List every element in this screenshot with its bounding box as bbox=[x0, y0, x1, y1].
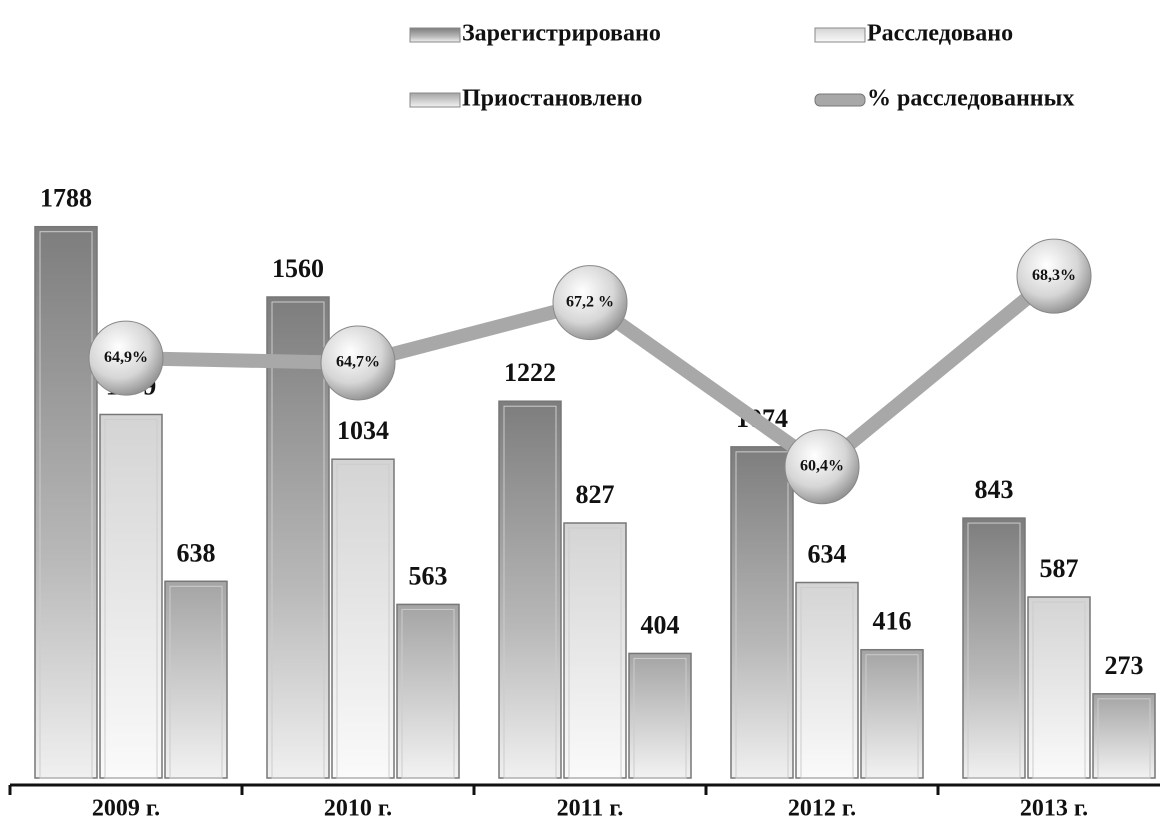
bar-inner bbox=[271, 301, 325, 779]
data-label: 60,4% bbox=[800, 457, 844, 474]
line-marker bbox=[552, 265, 628, 341]
data-label: 1222 bbox=[504, 358, 556, 387]
bar bbox=[266, 296, 330, 779]
bar bbox=[1027, 596, 1091, 779]
data-label: 273 bbox=[1105, 651, 1144, 680]
data-label: 416 bbox=[873, 607, 912, 636]
bar bbox=[962, 517, 1026, 779]
data-label: 827 bbox=[576, 480, 615, 509]
data-label: 64,9% bbox=[104, 349, 148, 366]
bar bbox=[795, 581, 859, 779]
legend-swatch bbox=[409, 27, 461, 43]
legend-label: % расследованных bbox=[867, 86, 1074, 112]
data-label: 1788 bbox=[40, 184, 92, 213]
data-label: 68,3% bbox=[1032, 267, 1076, 284]
legend-label: Приостановлено bbox=[462, 86, 642, 112]
legend-swatch bbox=[814, 93, 866, 107]
data-label: 638 bbox=[177, 538, 216, 567]
bar-inner bbox=[39, 231, 93, 779]
line-marker bbox=[784, 429, 860, 505]
x-tick-label: 2012 г. bbox=[788, 796, 856, 822]
bar bbox=[34, 225, 98, 779]
line-marker bbox=[1016, 238, 1092, 314]
bar-inner bbox=[1032, 601, 1086, 779]
bar-inner bbox=[800, 587, 854, 779]
bar bbox=[730, 446, 794, 779]
bar-inner bbox=[735, 451, 789, 779]
data-label: 1560 bbox=[272, 254, 324, 283]
bar bbox=[628, 652, 692, 779]
x-tick-label: 2010 г. bbox=[324, 796, 392, 822]
bar-inner bbox=[568, 527, 622, 779]
bar-inner bbox=[336, 463, 390, 779]
legend-label: Зарегистрировано bbox=[462, 21, 661, 47]
data-label: 67,2 % bbox=[566, 293, 614, 310]
bar-inner bbox=[865, 654, 919, 779]
bar-inner bbox=[633, 657, 687, 779]
x-tick-label: 2011 г. bbox=[557, 796, 624, 822]
bar bbox=[563, 522, 627, 779]
bar bbox=[1092, 693, 1156, 779]
bar bbox=[99, 413, 163, 779]
bar bbox=[498, 400, 562, 779]
bar bbox=[164, 580, 228, 779]
data-label: 1034 bbox=[337, 416, 389, 445]
bar-inner bbox=[503, 405, 557, 779]
data-label: 404 bbox=[641, 610, 680, 639]
bar-inner bbox=[104, 418, 158, 779]
bar-inner bbox=[967, 522, 1021, 779]
bar-inner bbox=[1097, 698, 1151, 779]
bar bbox=[396, 603, 460, 779]
legend-swatch bbox=[409, 92, 461, 108]
data-label: 634 bbox=[808, 539, 847, 568]
x-tick-label: 2009 г. bbox=[92, 796, 160, 822]
bar-inner bbox=[401, 608, 455, 779]
line-marker bbox=[320, 325, 396, 401]
bar-inner bbox=[169, 585, 223, 779]
line-marker bbox=[88, 320, 164, 396]
bar bbox=[331, 458, 395, 779]
legend-label: Расследовано bbox=[867, 21, 1013, 47]
x-tick-label: 2013 г. bbox=[1020, 796, 1088, 822]
legend-swatch bbox=[814, 27, 866, 43]
data-label: 563 bbox=[409, 561, 448, 590]
data-label: 587 bbox=[1040, 554, 1079, 583]
bar bbox=[860, 648, 924, 779]
data-label: 843 bbox=[975, 475, 1014, 504]
data-label: 64,7% bbox=[336, 354, 380, 371]
